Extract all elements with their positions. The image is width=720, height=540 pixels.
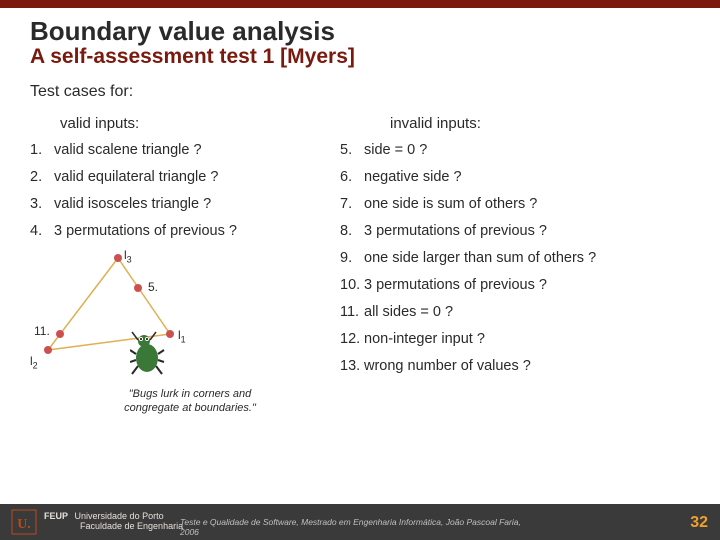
slide-content: Boundary value analysis A self-assessmen… xyxy=(0,8,720,420)
item-number: 7. xyxy=(340,196,364,212)
valid-inputs-column: valid inputs: 1.valid scalene triangle ?… xyxy=(30,115,340,420)
item-number: 5. xyxy=(340,142,364,158)
item-text: 3 permutations of previous ? xyxy=(54,223,237,239)
item-number: 11. xyxy=(340,304,364,320)
intro-text: Test cases for: xyxy=(30,83,696,101)
item-number: 3. xyxy=(30,196,54,212)
bug-quote: "Bugs lurk in corners and congregate at … xyxy=(100,388,280,416)
list-item: 1.valid scalene triangle ? xyxy=(30,142,332,158)
quote-line-2: congregate at boundaries." xyxy=(124,402,256,414)
item-number: 10. xyxy=(340,277,364,293)
bug-icon xyxy=(130,330,174,385)
item-text: valid equilateral triangle ? xyxy=(54,169,218,185)
item-text: 3 permutations of previous ? xyxy=(364,223,547,239)
list-item: 8.3 permutations of previous ? xyxy=(340,223,696,239)
feup-label: FEUP xyxy=(44,511,68,521)
slide-footer: U. FEUP Universidade do Porto Faculdade … xyxy=(0,504,720,540)
slide-subtitle: A self-assessment test 1 [Myers] xyxy=(30,45,696,69)
item-number: 9. xyxy=(340,250,364,266)
item-number: 6. xyxy=(340,169,364,185)
list-item: 3.valid isosceles triangle ? xyxy=(30,196,332,212)
list-item: 6.negative side ? xyxy=(340,169,696,185)
item-text: non-integer input ? xyxy=(364,331,485,347)
item-number: 1. xyxy=(30,142,54,158)
footer-citation: Teste e Qualidade de Software, Mestrado … xyxy=(180,517,540,537)
valid-header: valid inputs: xyxy=(30,115,332,132)
columns-container: valid inputs: 1.valid scalene triangle ?… xyxy=(30,115,696,420)
item-text: 3 permutations of previous ? xyxy=(364,277,547,293)
uni-line2: Faculdade de Engenharia xyxy=(80,521,183,531)
list-item: 2.valid equilateral triangle ? xyxy=(30,169,332,185)
invalid-inputs-column: invalid inputs: 5.side = 0 ? 6.negative … xyxy=(340,115,696,420)
item-number: 12. xyxy=(340,331,364,347)
list-item: 5.side = 0 ? xyxy=(340,142,696,158)
item-text: valid scalene triangle ? xyxy=(54,142,202,158)
slide-title: Boundary value analysis xyxy=(30,16,696,47)
list-item: 7.one side is sum of others ? xyxy=(340,196,696,212)
top-accent-bar xyxy=(0,0,720,8)
footer-logo: U. FEUP Universidade do Porto Faculdade … xyxy=(0,508,183,536)
item-text: negative side ? xyxy=(364,169,462,185)
item-text: one side is sum of others ? xyxy=(364,196,537,212)
item-number: 2. xyxy=(30,169,54,185)
invalid-header: invalid inputs: xyxy=(340,115,696,132)
footer-university: FEUP Universidade do Porto Faculdade de … xyxy=(44,512,183,532)
item-number: 4. xyxy=(30,223,54,239)
list-item: 12.non-integer input ? xyxy=(340,331,696,347)
item-number: 13. xyxy=(340,358,364,374)
item-text: one side larger than sum of others ? xyxy=(364,250,596,266)
quote-line-1: "Bugs lurk in corners and xyxy=(129,388,252,400)
list-item: 9.one side larger than sum of others ? xyxy=(340,250,696,266)
svg-text:U.: U. xyxy=(17,517,31,532)
page-number: 32 xyxy=(690,514,708,532)
item-text: side = 0 ? xyxy=(364,142,427,158)
list-item: 11.all sides = 0 ? xyxy=(340,304,696,320)
uni-line1: Universidade do Porto xyxy=(75,511,164,521)
feup-logo-icon: U. xyxy=(10,508,38,536)
list-item: 4.3 permutations of previous ? xyxy=(30,223,332,239)
item-text: valid isosceles triangle ? xyxy=(54,196,211,212)
item-text: all sides = 0 ? xyxy=(364,304,453,320)
triangle-diagram: l35.l1l211. "Bugs lurk in corners and co… xyxy=(30,250,300,420)
item-text: wrong number of values ? xyxy=(364,358,531,374)
item-number: 8. xyxy=(340,223,364,239)
list-item: 13.wrong number of values ? xyxy=(340,358,696,374)
list-item: 10.3 permutations of previous ? xyxy=(340,277,696,293)
